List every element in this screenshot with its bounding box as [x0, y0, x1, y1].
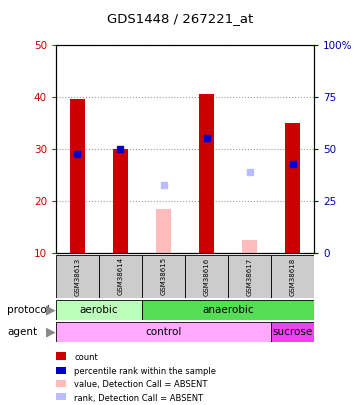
Text: anaerobic: anaerobic [202, 305, 254, 315]
Text: percentile rank within the sample: percentile rank within the sample [74, 367, 216, 376]
Bar [242, 240, 257, 253]
Text: ▶: ▶ [46, 326, 55, 339]
Bar [185, 255, 228, 298]
Text: aerobic: aerobic [80, 305, 118, 315]
Text: GSM38618: GSM38618 [290, 257, 296, 296]
Text: GSM38616: GSM38616 [204, 257, 209, 296]
Text: GSM38617: GSM38617 [247, 257, 253, 296]
Bar [142, 255, 185, 298]
Bar [99, 255, 142, 298]
Bar [156, 209, 171, 253]
Bar [199, 94, 214, 253]
Bar [228, 255, 271, 298]
Bar [56, 367, 66, 374]
Bar [56, 255, 99, 298]
Bar [56, 393, 66, 401]
Bar [271, 255, 314, 298]
Text: control: control [145, 327, 182, 337]
Bar [56, 300, 142, 320]
Text: protocol: protocol [7, 305, 50, 315]
Bar [271, 322, 314, 342]
Text: agent: agent [7, 327, 37, 337]
Text: GSM38615: GSM38615 [161, 257, 166, 296]
Text: ▶: ▶ [46, 303, 55, 316]
Bar [56, 322, 271, 342]
Bar [70, 99, 85, 253]
Text: GDS1448 / 267221_at: GDS1448 / 267221_at [107, 12, 254, 25]
Text: count: count [74, 353, 98, 362]
Bar [113, 149, 128, 253]
Bar [56, 380, 66, 387]
Bar [285, 123, 300, 253]
Text: rank, Detection Call = ABSENT: rank, Detection Call = ABSENT [74, 394, 203, 403]
Text: value, Detection Call = ABSENT: value, Detection Call = ABSENT [74, 380, 207, 389]
Bar [56, 352, 66, 360]
Text: GSM38613: GSM38613 [74, 257, 81, 296]
Text: sucrose: sucrose [273, 327, 313, 337]
Bar [142, 300, 314, 320]
Text: GSM38614: GSM38614 [117, 257, 123, 296]
